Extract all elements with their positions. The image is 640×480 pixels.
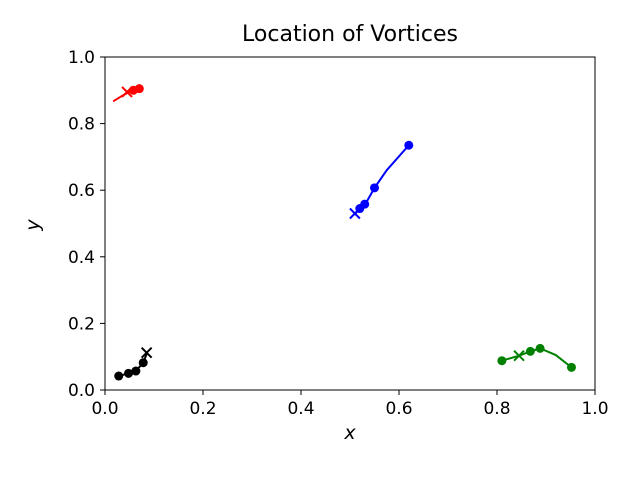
vortex-red-x-marker (121, 86, 133, 98)
vortex-green-dot-marker (525, 346, 535, 356)
x-tick-label: 1.0 (581, 399, 608, 419)
vortex-black-dot-marker (124, 368, 134, 378)
x-tick-label: 0.8 (483, 399, 510, 419)
x-tick-label: 0.0 (91, 399, 118, 419)
y-tick-label: 0.4 (68, 248, 95, 268)
x-axis-label: x (344, 422, 356, 444)
vortex-green-dot-marker (497, 356, 507, 366)
vortex-green-trajectory-line (500, 347, 573, 369)
vortex-blue-dot-marker (360, 199, 370, 209)
vortex-blue-x-marker (349, 207, 361, 220)
y-tick-label: 0.6 (68, 181, 95, 201)
vortex-blue-dot-marker (370, 183, 379, 193)
vortex-black-dot-marker (114, 371, 124, 381)
vortex-blue-dot-marker (404, 140, 414, 150)
vortex-black-dot-marker (138, 358, 148, 368)
y-axis-label: y (22, 219, 44, 231)
x-tick-label: 0.6 (385, 399, 412, 419)
y-tick-label: 1.0 (68, 48, 95, 68)
axes-frame (104, 56, 596, 391)
x-tick-label: 0.2 (189, 399, 216, 419)
y-tick-label: 0.0 (68, 381, 95, 401)
vortex-black-x-marker (140, 346, 153, 359)
vortex-green-dot-marker (535, 343, 545, 353)
y-tick-label: 0.8 (68, 115, 95, 135)
x-tick-label: 0.4 (287, 399, 314, 419)
vortex-green-x-marker (513, 349, 525, 362)
vortex-red-dot-marker (134, 84, 144, 94)
vortex-black-dot-marker (131, 366, 141, 376)
vortex-green-dot-marker (566, 362, 576, 372)
chart-title: Location of Vortices (242, 22, 458, 47)
y-tick-label: 0.2 (68, 314, 95, 334)
